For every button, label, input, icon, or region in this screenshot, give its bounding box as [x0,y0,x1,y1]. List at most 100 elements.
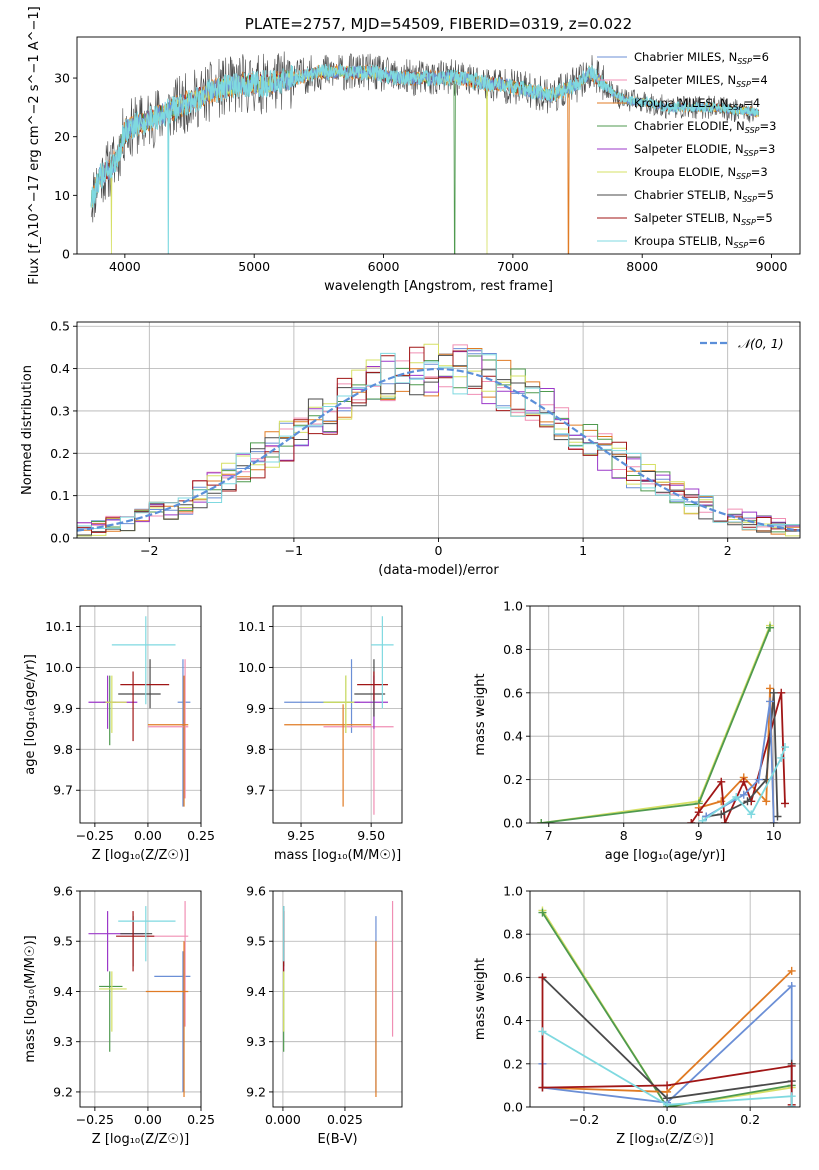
legend-count: =3 [760,119,777,133]
weight-marker-chabrier-elodie [766,623,774,632]
weight-marker-chabrier-elodie [538,908,547,917]
x-axis-label: E(B-V) [317,1132,357,1147]
x-tick-label: 10 [766,828,782,843]
y-tick-label: 9.6 [246,884,266,899]
y-tick-label: 9.7 [53,783,73,798]
weight-marker-salpeter-stelib [538,1083,547,1092]
y-tick-label: 0.1 [50,488,70,503]
weight-marker-kroupa-stelib [787,1092,796,1101]
y-tick-label: 9.4 [246,984,266,999]
weight-marker-kroupa-stelib [781,743,789,752]
legend-label-salpeter-stelib: Salpeter STELIB, NSSP=5 [634,211,773,227]
legend-count: =3 [751,165,768,179]
y-tick-label: 9.5 [53,934,73,949]
x-tick-label: 9.50 [357,828,385,843]
y-axis-label: Flux [f_λ10^−17 erg cm^−2 s^−1 A^−1] [27,6,42,284]
x-axis-label: mass [log₁₀(M/M☉)] [274,848,401,863]
weight-vs-metallicity-panel: −0.2 0.0 0.2 0.0 0.2 0.4 0.6 0.8 1.0 Z [log₁₀(Z/Z… [473,884,801,1147]
weight-line-salpeter-stelib [690,692,786,823]
legend-label-kroupa-elodie: Kroupa ELODIE, NSSP=3 [634,165,768,181]
legend-subscript: SSP [736,172,751,181]
y-axis-label: Normed distribution [20,365,35,495]
y-tick-label: 9.9 [246,701,266,716]
legend-count: =6 [748,234,765,248]
x-tick-label: −1 [285,543,303,558]
legend-text: Chabrier ELODIE, N [634,119,745,133]
legend-label-kroupa-stelib: Kroupa STELIB, NSSP=6 [634,234,765,250]
weight-marker-chabrier-stelib [773,812,782,821]
x-tick-label: 4000 [109,259,141,274]
y-axis-label: mass weight [473,958,488,1040]
axes-frame [272,605,403,824]
x-axis-label: (data-model)/error [378,563,499,578]
x-axis-label: Z [log₁₀(Z/Z☉)] [92,848,189,863]
x-tick-label: 8 [620,828,628,843]
y-axis-label: mass [log₁₀(M/M☉)] [23,935,38,1062]
age-vs-metallicity-panel: −0.25 0.00 0.25 9.7 9.8 9.9 10.0 10.1 Z [log₁₀(Z… [23,605,215,863]
y-tick-label: 9.4 [53,984,73,999]
legend-label-salpeter-miles: Salpeter MILES, NSSP=4 [634,73,768,89]
x-tick-label: 7 [545,828,553,843]
y-tick-label: 0.4 [503,1013,523,1028]
spectrum-line-kroupa-stelib [90,63,759,254]
x-tick-label: −0.2 [569,1112,599,1127]
axes-frame [76,36,801,255]
weight-marker-chabrier-miles [766,697,774,706]
x-tick-label: 9000 [756,259,788,274]
spectrum-title: PLATE=2757, MJD=54509, FIBERID=0319, z=0… [245,15,632,33]
y-tick-label: 0.6 [503,970,523,985]
y-tick-label: 9.2 [53,1084,73,1099]
y-tick-label: 0.2 [503,1056,523,1071]
legend-text: Chabrier MILES, N [634,50,737,64]
weight-marker-chabrier-miles [739,790,748,799]
x-tick-label: 0.00 [134,828,162,843]
legend-count: =6 [752,50,769,64]
weight-marker-chabrier-elodie [537,819,546,823]
weight-marker-chabrier-stelib [717,810,726,819]
weight-marker-kroupa-miles [766,684,774,693]
weight-marker-chabrier-stelib [769,688,778,697]
legend-text: Salpeter MILES, N [634,73,736,87]
axes-frame [529,890,801,1108]
x-tick-label: 9 [695,828,703,843]
plot-area [88,901,191,1097]
legend-text: Kroupa MILES, N [634,96,729,110]
y-tick-label: 10.0 [45,660,73,675]
legend-subscript: SSP [744,149,759,158]
y-tick-label: 0.0 [503,816,523,831]
plot-area [283,901,394,1097]
y-axis-label: age [log₁₀(age/yr)] [23,654,38,775]
legend-label-chabrier-elodie: Chabrier ELODIE, NSSP=3 [634,119,776,135]
weight-marker-kroupa-stelib [663,1100,672,1107]
legend-label-kroupa-miles: Kroupa MILES, NSSP=4 [634,96,760,112]
x-tick-label: 5000 [238,259,270,274]
weight-marker-chabrier-stelib [743,797,752,806]
normal-curve [77,367,800,532]
x-tick-label: 9.25 [287,828,315,843]
y-tick-label: 9.5 [246,934,266,949]
y-tick-label: 0.8 [503,642,523,657]
x-axis-label: Z [log₁₀(Z/Z☉)] [92,1132,189,1147]
weight-marker-kroupa-stelib [787,1103,796,1107]
weight-marker-kroupa-stelib [732,792,741,801]
weight-marker-salpeter-stelib [739,777,748,786]
weight-marker-salpeter-stelib [787,1061,796,1070]
weight-marker-salpeter-stelib [781,799,789,808]
legend-label-chabrier-stelib: Chabrier STELIB, NSSP=5 [634,188,774,204]
legend-count: =4 [751,73,768,87]
weight-marker-kroupa-stelib [777,753,786,762]
weight-marker-salpeter-stelib [694,808,703,817]
y-tick-label: 9.3 [246,1034,266,1049]
spectrum-line-salpeter-stelib [90,66,760,207]
y-tick-label: 0.4 [50,361,70,376]
x-tick-label: 1 [579,543,587,558]
residuals-panel: −2 −1 0 1 2 0.0 0.1 0.2 0.3 0.4 0.5 (data-model)/er… [20,319,801,578]
plot-area [284,616,394,815]
x-tick-label: 0.2 [740,1112,760,1127]
x-tick-label: 0.0 [657,1112,677,1127]
y-tick-label: 9.2 [246,1084,266,1099]
legend-label-chabrier-miles: Chabrier MILES, NSSP=6 [634,50,769,66]
mass-vs-metallicity-panel: −0.25 0.00 0.25 9.2 9.3 9.4 9.5 9.6 Z [log₁₀(Z/Z… [23,884,215,1148]
y-tick-label: 9.6 [53,884,73,899]
